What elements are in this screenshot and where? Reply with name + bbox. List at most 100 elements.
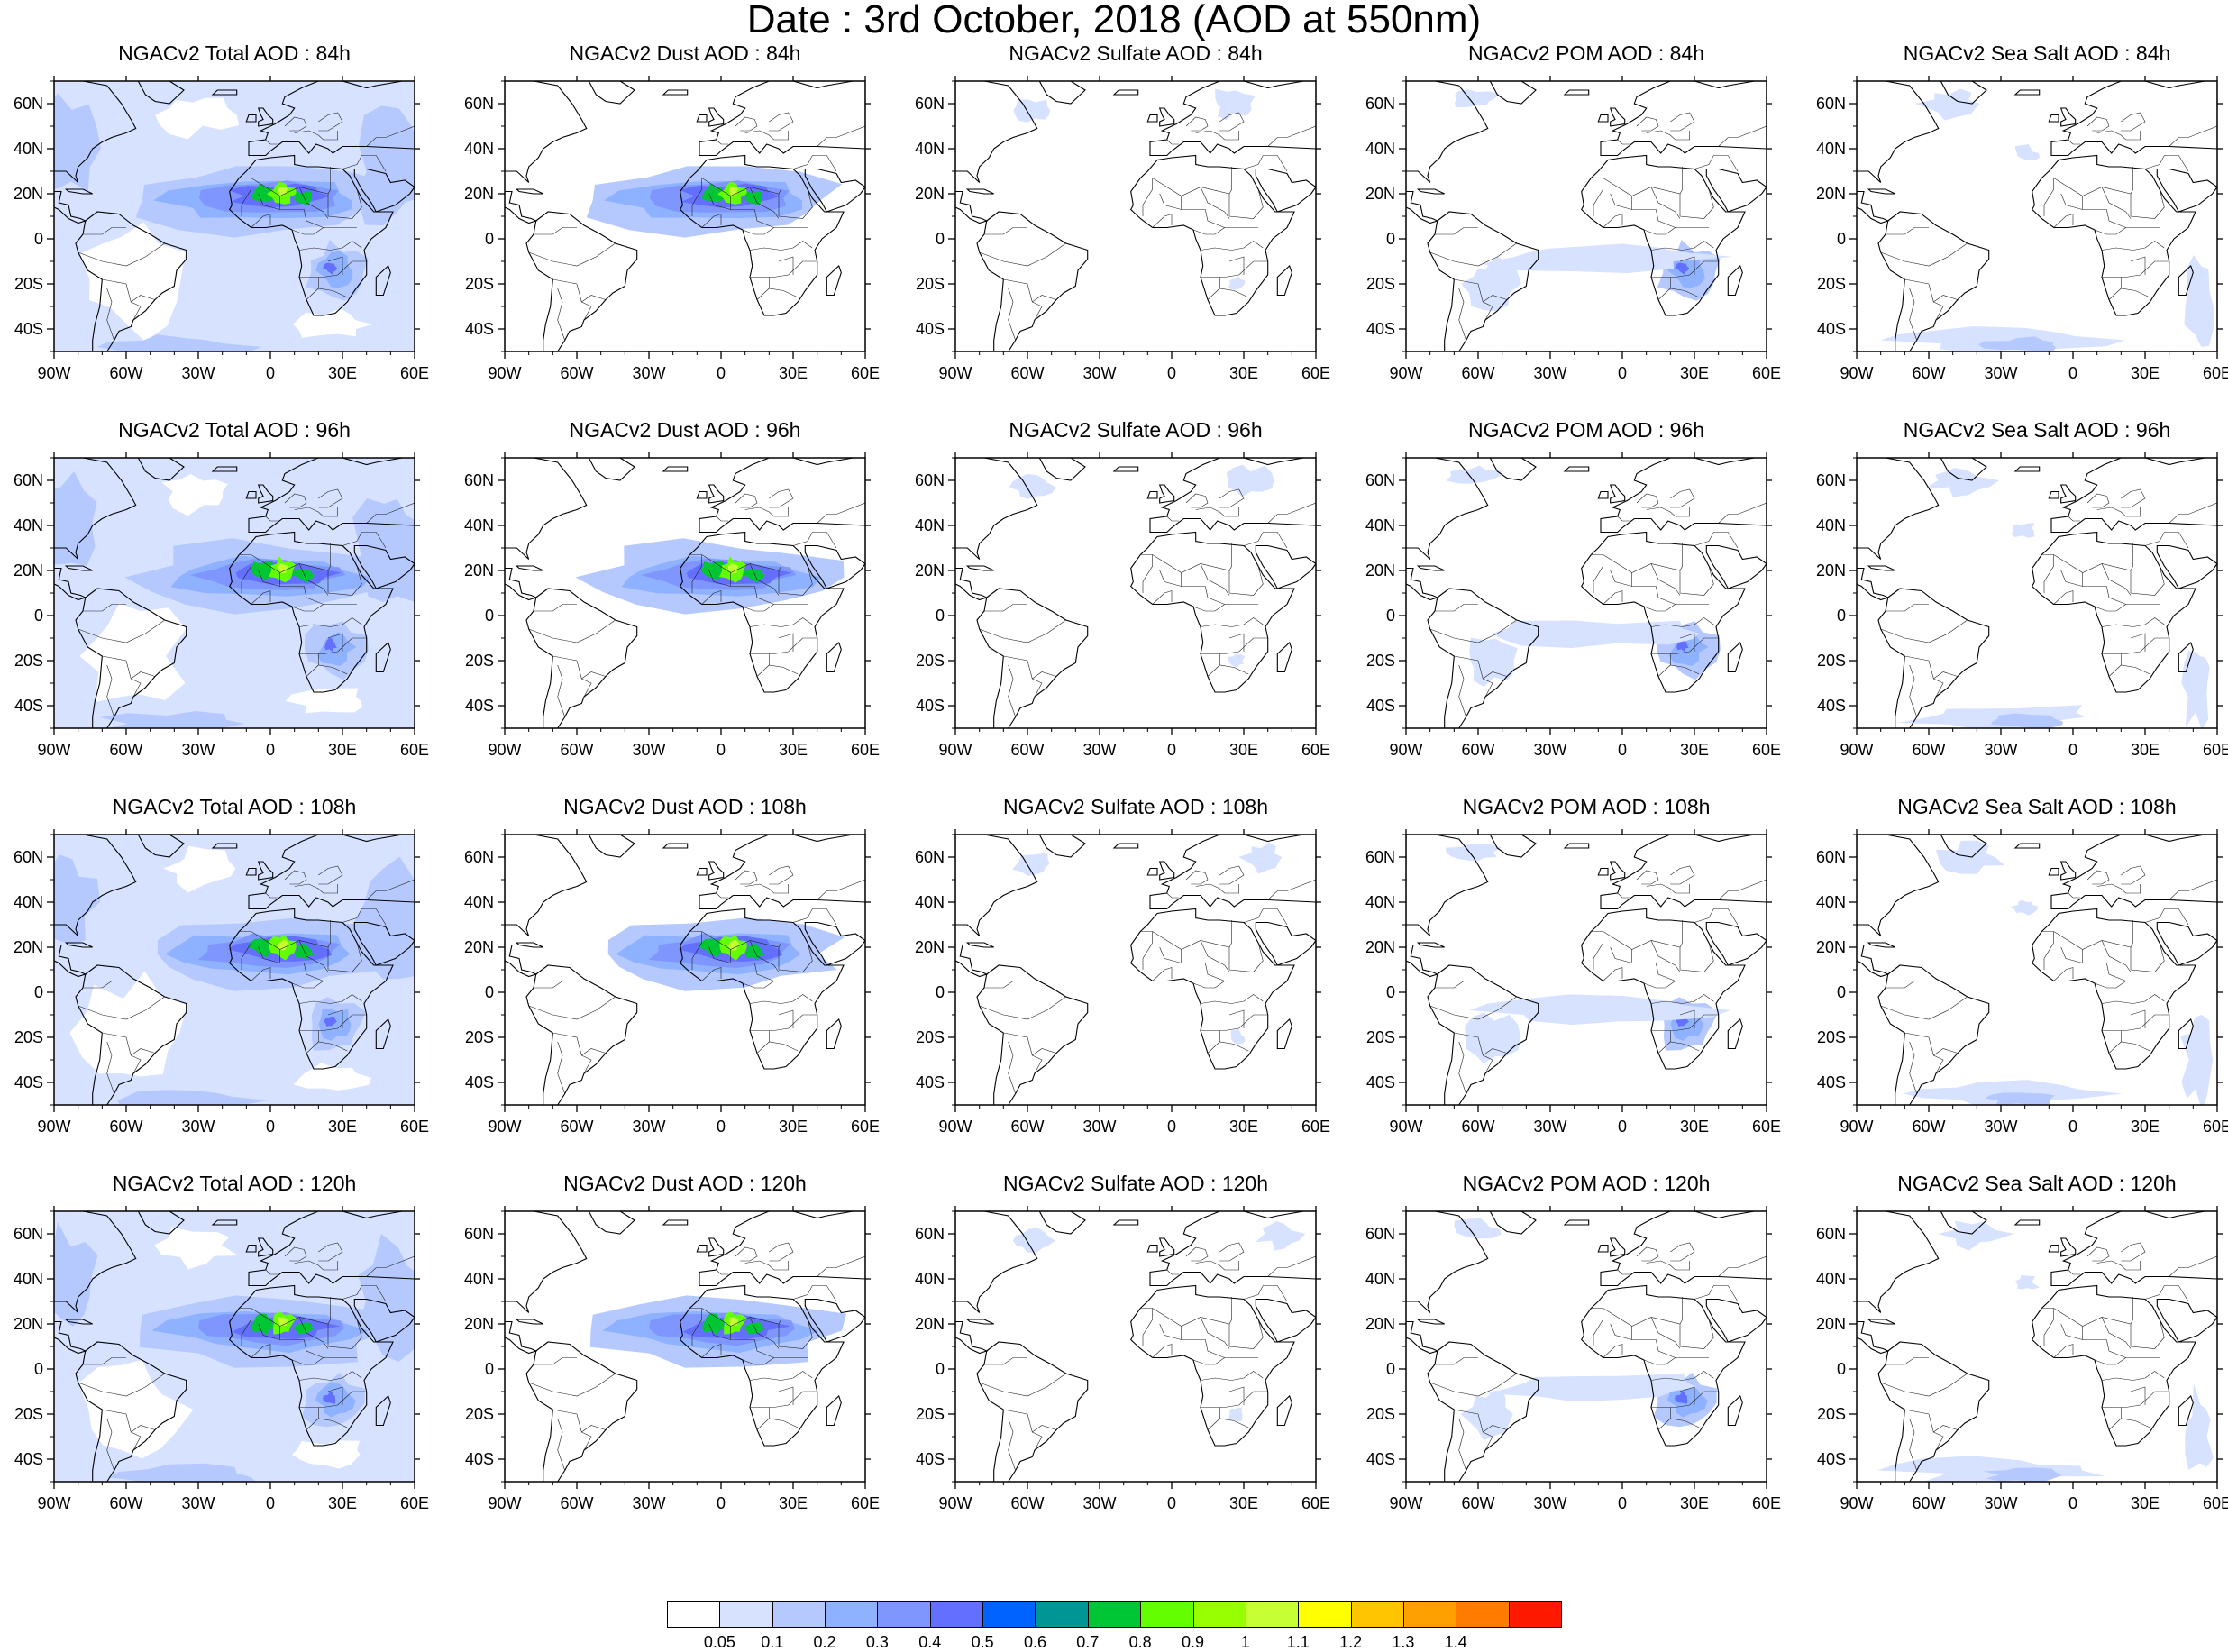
- coastline-cuba: [1867, 565, 1895, 571]
- country-border: [291, 227, 324, 235]
- x-tick-label: 30E: [779, 364, 808, 382]
- y-tick-label: 0: [1837, 607, 1846, 625]
- colorbar-segment: [1508, 1601, 1562, 1628]
- country-border: [1636, 116, 1659, 132]
- y-tick-label: 20N: [915, 185, 945, 203]
- x-tick-label: 60E: [1301, 1118, 1330, 1136]
- colorbar-segment: [719, 1601, 773, 1628]
- x-tick-label: 0: [717, 741, 726, 759]
- coastline-uk: [1158, 484, 1175, 504]
- aod-region-0.1: [96, 334, 262, 351]
- coastline-europe: [1600, 458, 1767, 534]
- coastline-uk: [257, 861, 274, 881]
- seasalt-region-0.05: [2185, 1383, 2214, 1470]
- x-tick-label: 30W: [1984, 1118, 2017, 1136]
- coastline-iceland: [2013, 1219, 2041, 1226]
- coastline-uk: [708, 484, 725, 504]
- x-tick-label: 60W: [1461, 741, 1494, 759]
- coastline-centralAm: [955, 567, 989, 601]
- smoke-core-0.4: [1675, 1391, 1688, 1404]
- country-border: [1435, 1357, 1478, 1365]
- coastline-centralAm: [54, 1320, 87, 1355]
- country-border: [1185, 1246, 1209, 1262]
- colorbar-segment: [1298, 1601, 1352, 1628]
- country-border: [1219, 865, 1245, 885]
- panel-title: NGACv2 Sea Salt AOD : 120h: [1897, 1172, 2177, 1195]
- y-tick-label: 20N: [1365, 561, 1395, 580]
- map-panel: NGACv2 Sulfate AOD : 120h 90W 60W 30W 0 30E 60…: [901, 1172, 1352, 1541]
- country-border: [83, 604, 126, 612]
- country-border: [2169, 125, 2217, 147]
- country-border: [528, 619, 616, 643]
- coastline-madagascar: [826, 642, 842, 673]
- y-tick-label: 20S: [1366, 1405, 1395, 1423]
- y-tick-label: 60N: [14, 471, 43, 489]
- coastline-europe: [699, 1211, 865, 1287]
- country-border: [552, 1409, 607, 1433]
- coastline-ireland: [1597, 490, 1609, 499]
- country-border: [1679, 942, 1714, 972]
- x-tick-label: 30E: [1680, 1494, 1709, 1512]
- coastline-greenland: [588, 81, 635, 105]
- x-tick-label: 30W: [1984, 1494, 2017, 1512]
- coastline-arabia: [1705, 544, 1767, 589]
- country-border: [1643, 227, 1676, 235]
- aod-region-clean: [79, 222, 186, 342]
- map-background: [1406, 458, 1767, 728]
- country-border: [2144, 155, 2189, 172]
- country-border: [2086, 116, 2110, 132]
- country-border: [1200, 994, 1264, 1004]
- x-tick-label: 60W: [109, 1494, 142, 1512]
- y-tick-label: 40S: [465, 1073, 494, 1091]
- y-tick-label: 0: [485, 983, 494, 1001]
- x-tick-label: 60W: [1010, 364, 1044, 382]
- country-border: [817, 1255, 865, 1277]
- country-border: [2101, 617, 2165, 627]
- country-border: [730, 1326, 808, 1358]
- country-border: [2068, 516, 2080, 522]
- country-border: [294, 883, 338, 894]
- y-tick-label: 0: [485, 1360, 494, 1378]
- country-border: [1458, 1418, 1466, 1471]
- coastline-southAmerica: [525, 1341, 638, 1482]
- coastline-centralAm: [1406, 944, 1439, 978]
- coastline-madagascar: [1276, 265, 1292, 297]
- country-border: [1651, 1014, 1719, 1031]
- coastline-arabia: [353, 921, 415, 966]
- coastline-cuba: [1416, 188, 1445, 195]
- coastline-europe: [2050, 835, 2217, 910]
- smoke-region-0.05: [1461, 256, 1521, 312]
- country-border: [2102, 637, 2169, 654]
- country-border: [2169, 1255, 2217, 1277]
- colorbar-label: 0.5: [971, 1633, 994, 1651]
- country-border: [318, 112, 343, 132]
- country-border: [1032, 1054, 1043, 1074]
- aod-region-clean: [161, 474, 228, 516]
- country-border: [327, 565, 362, 596]
- x-tick-label: 30W: [1082, 741, 1116, 759]
- coastline-cuba: [1416, 942, 1445, 948]
- country-border: [1603, 967, 1623, 981]
- country-border: [557, 1041, 565, 1094]
- country-border: [1195, 507, 1239, 517]
- coastline-northAmerica: [505, 1211, 588, 1313]
- country-border: [106, 1041, 114, 1094]
- country-border: [241, 554, 251, 593]
- y-tick-label: 40N: [464, 1270, 494, 1288]
- x-tick-label: 30E: [2131, 1118, 2160, 1136]
- country-border: [689, 167, 781, 196]
- country-border: [298, 617, 362, 627]
- aod-region-clean: [78, 1360, 194, 1459]
- country-border: [1718, 502, 1767, 524]
- country-border: [1650, 241, 1714, 251]
- country-border: [792, 908, 837, 926]
- x-tick-label: 60W: [1912, 1494, 1945, 1512]
- country-border: [1718, 879, 1767, 900]
- x-tick-label: 30W: [1533, 1494, 1566, 1512]
- country-border: [1201, 1014, 1268, 1031]
- x-tick-label: 30W: [1984, 364, 2017, 382]
- x-tick-label: 30E: [779, 1118, 808, 1136]
- country-border: [2102, 260, 2169, 278]
- seasalt-region-0.1: [1983, 1467, 2062, 1482]
- country-border: [984, 1357, 1027, 1365]
